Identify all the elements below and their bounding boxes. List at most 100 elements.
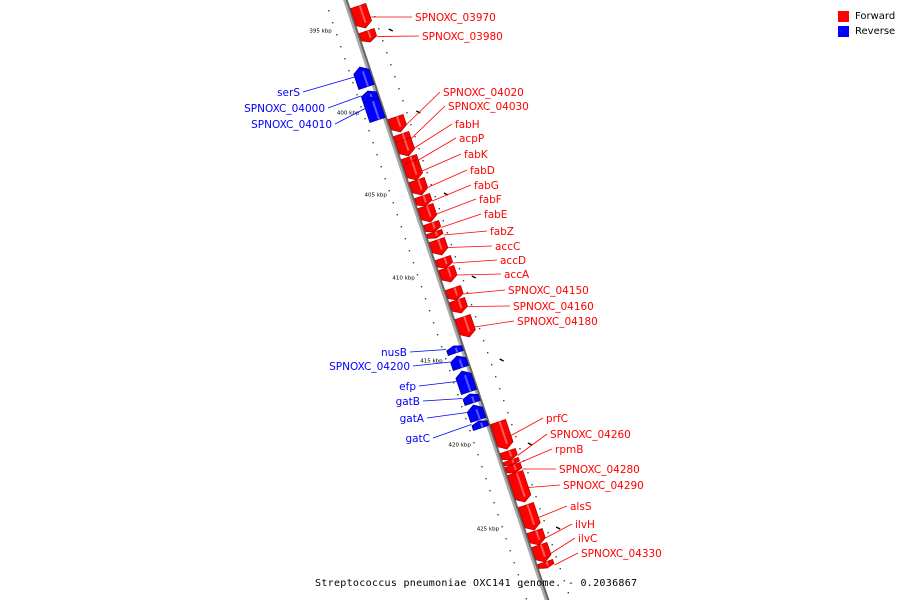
scale-dot	[478, 328, 481, 330]
scale-dot	[440, 346, 443, 348]
gene-feature-sers	[353, 66, 375, 90]
scale-dot	[559, 568, 561, 570]
gene-label: SPNOXC_03970	[415, 12, 496, 24]
scale-dot	[493, 502, 495, 504]
scale-dot	[551, 544, 553, 546]
gene-highlight	[396, 116, 402, 128]
gene-feature-spnoxc_04260	[499, 448, 518, 461]
scale-dot	[454, 256, 457, 258]
gene-highlight	[458, 359, 464, 368]
gene-leader-line	[414, 123, 453, 149]
scale-dot	[384, 178, 386, 180]
scale-dot	[382, 40, 384, 42]
gene-arrow	[462, 393, 481, 406]
tick-label: 410 kbp	[392, 276, 415, 282]
gene-label: fabF	[479, 194, 502, 206]
gene-feature-fabd	[408, 177, 429, 196]
gene-leader-line	[441, 213, 482, 228]
gene-leader-line	[421, 153, 462, 172]
tick-mark	[471, 275, 477, 279]
gene-arrow	[363, 96, 386, 123]
gene-label: fabK	[464, 149, 489, 161]
gene-feature-spnoxc_03980	[358, 28, 378, 43]
gene-highlight	[401, 133, 406, 140]
gene-label: SPNOXC_04260	[550, 429, 631, 441]
gene-highlight	[475, 408, 481, 420]
gene-highlight	[463, 316, 471, 333]
gene-label: acpP	[459, 133, 484, 145]
scale-dot	[489, 490, 491, 492]
gene-leader-line	[463, 289, 506, 295]
gene-feature-spnoxc_04180	[454, 314, 476, 338]
gene-highlight	[411, 161, 418, 176]
gene-arrow	[438, 265, 458, 283]
gene-leader-line	[443, 230, 488, 236]
gene-feature-accc	[428, 237, 449, 256]
gene-leader-line	[510, 417, 544, 436]
gene-label: SPNOXC_04180	[517, 316, 598, 328]
legend-item-forward: Forward	[838, 9, 895, 23]
scale-dot	[511, 424, 513, 426]
gene-label: ilvH	[575, 519, 595, 531]
scale-dot	[531, 484, 533, 486]
tick-mark	[388, 28, 394, 32]
legend-swatch-forward	[838, 10, 849, 22]
legend: Forward Reverse	[838, 9, 895, 39]
gene-label: accA	[504, 269, 530, 281]
gene-highlight	[535, 530, 541, 541]
gene-arrow	[502, 457, 520, 467]
scale-dot	[515, 436, 517, 438]
gene-feature-accd	[434, 255, 454, 269]
scale-dot	[378, 28, 380, 30]
gene-arrow	[499, 448, 518, 461]
scale-dot	[490, 364, 493, 366]
gene-feature-nusb	[446, 345, 464, 356]
scale-dot	[420, 286, 423, 288]
gene-arrow	[417, 203, 438, 223]
gene-arrow	[426, 229, 444, 239]
gene-arrow	[507, 470, 532, 503]
scale-dot	[356, 94, 358, 96]
gene-label: gatB	[396, 396, 420, 408]
gene-leader-line	[422, 398, 463, 402]
gene-arrow	[434, 255, 454, 269]
gene-label: accD	[500, 255, 526, 267]
gene-label: SPNOXC_04160	[513, 301, 594, 313]
scale-dot	[402, 100, 404, 102]
scale-dot	[473, 442, 475, 444]
gene-arrow	[387, 114, 407, 133]
scale-dot	[469, 430, 471, 432]
scale-dot	[406, 112, 408, 114]
scale-dot	[499, 388, 501, 390]
gene-arrow	[504, 462, 523, 474]
scale-dot	[412, 262, 415, 264]
gene-leader-line	[474, 320, 515, 328]
gene-highlight	[358, 5, 367, 24]
gene-feature-spnoxc_04010	[363, 96, 386, 123]
gene-leader-line	[554, 552, 579, 566]
scale-dot	[563, 580, 565, 582]
gene-highlight	[425, 205, 432, 218]
scale-dot	[336, 34, 338, 36]
gene-highlight	[471, 396, 476, 403]
gene-highlight	[371, 100, 380, 120]
scale-dot	[503, 400, 505, 402]
gene-leader-line	[457, 273, 502, 276]
gene-leader-line	[528, 484, 561, 488]
gene-label: fabG	[474, 180, 499, 192]
gene-feature-fabe	[423, 220, 442, 233]
gene-feature-acca	[438, 265, 458, 283]
gene-feature-gatb	[462, 393, 481, 406]
gene-label: serS	[277, 87, 300, 99]
gene-highlight	[431, 222, 436, 229]
gene-feature-rpmb	[502, 457, 520, 467]
legend-item-reverse: Reverse	[838, 24, 895, 38]
scale-dot	[360, 106, 362, 108]
scale-dot	[519, 448, 521, 450]
gene-arrow	[517, 502, 541, 531]
gene-feature-gatc	[471, 420, 490, 431]
gene-label: SPNOXC_04200	[329, 361, 410, 373]
gene-leader-line	[432, 184, 472, 202]
gene-arrow	[402, 159, 424, 181]
scale-dot	[380, 166, 382, 168]
